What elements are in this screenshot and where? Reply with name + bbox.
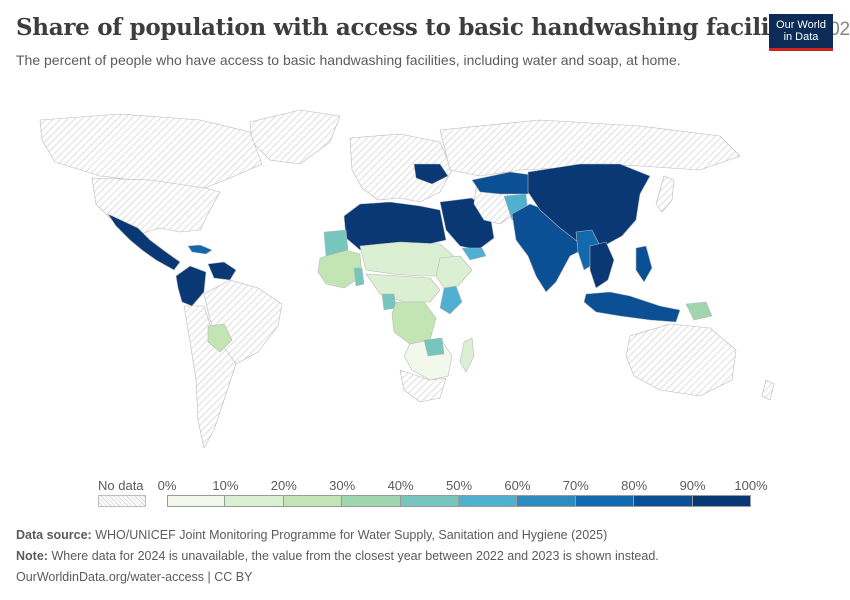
- legend-bin: [692, 495, 751, 507]
- map-region-bolivia[interactable]: [207, 323, 233, 353]
- map-region-ghana[interactable]: [353, 267, 365, 287]
- map-region-thailand-vietnam[interactable]: [589, 241, 615, 289]
- map-region-png[interactable]: [685, 301, 713, 321]
- legend-tick-label: 20%: [270, 478, 297, 493]
- world-map[interactable]: [0, 80, 850, 465]
- data-source: Data source: WHO/UNICEF Joint Monitoring…: [16, 528, 607, 542]
- map-region-china-mongolia[interactable]: [527, 163, 651, 249]
- legend-tick-label: 90%: [679, 478, 706, 493]
- map-region-japan[interactable]: [655, 175, 675, 213]
- map-region-colombia[interactable]: [175, 265, 207, 307]
- legend-bin: [400, 495, 459, 507]
- no-data-label: No data: [98, 478, 144, 493]
- color-legend: No data 0% 10% 20% 30% 40% 50% 60% 70% 80% 90% 100…: [0, 470, 850, 515]
- map-region-europe[interactable]: [349, 133, 453, 203]
- map-region-kenya[interactable]: [439, 285, 463, 315]
- source-label: Data source:: [16, 528, 92, 542]
- legend-bin: [517, 495, 576, 507]
- legend-bin: [459, 495, 518, 507]
- legend-tick-label: 60%: [504, 478, 531, 493]
- legend-bin: [167, 495, 226, 507]
- map-region-west-africa[interactable]: [317, 249, 363, 289]
- map-region-drc[interactable]: [391, 301, 437, 345]
- map-region-usa[interactable]: [91, 177, 221, 235]
- map-region-mauritania[interactable]: [323, 229, 349, 257]
- map-region-peru-chile-argentina[interactable]: [183, 305, 237, 449]
- chart-subtitle: The percent of people who have access to…: [16, 52, 681, 68]
- legend-bin: [634, 495, 693, 507]
- map-region-canada[interactable]: [39, 113, 263, 189]
- map-region-new-zealand[interactable]: [761, 379, 775, 401]
- map-region-russia[interactable]: [439, 119, 741, 177]
- legend-tick-label: 40%: [387, 478, 414, 493]
- map-region-south-africa[interactable]: [399, 369, 447, 403]
- legend-tick-label: 50%: [445, 478, 473, 493]
- map-region-cuba-caribbean[interactable]: [187, 244, 213, 255]
- note-text: Where data for 2024 is unavailable, the …: [51, 549, 659, 563]
- map-region-philippines[interactable]: [635, 245, 653, 283]
- logo-line-1: Our World: [776, 19, 826, 31]
- owid-logo[interactable]: Our World in Data: [769, 14, 833, 51]
- note-label: Note:: [16, 549, 48, 563]
- legend-bin: [575, 495, 635, 507]
- map-region-east-africa[interactable]: [435, 255, 473, 289]
- legend-tick-label: 10%: [212, 478, 239, 493]
- map-region-greenland[interactable]: [249, 109, 341, 165]
- chart-title: Share of population with access to basic…: [16, 14, 850, 41]
- map-region-north-africa[interactable]: [343, 201, 447, 251]
- map-region-yemen[interactable]: [461, 247, 487, 261]
- map-region-ukraine[interactable]: [413, 163, 449, 185]
- legend-tick-label: 100%: [734, 478, 768, 493]
- legend-bin: [283, 495, 343, 507]
- legend-bin: [225, 495, 284, 507]
- legend-tick-label: 70%: [562, 478, 589, 493]
- map-region-indonesia[interactable]: [583, 291, 681, 323]
- source-text: WHO/UNICEF Joint Monitoring Programme fo…: [95, 528, 608, 542]
- map-region-australia[interactable]: [625, 323, 737, 397]
- map-region-mexico-central-america[interactable]: [107, 213, 181, 271]
- legend-tick-label: 0%: [157, 478, 177, 493]
- note: Note: Where data for 2024 is unavailable…: [16, 549, 659, 563]
- map-region-central-africa[interactable]: [365, 273, 441, 303]
- no-data-swatch: [98, 495, 146, 507]
- legend-tick-label: 80%: [621, 478, 648, 493]
- map-region-zambia-zimbabwe[interactable]: [423, 337, 445, 357]
- map-region-madagascar[interactable]: [459, 337, 475, 373]
- logo-line-2: in Data: [783, 31, 819, 43]
- legend-bin: [342, 495, 401, 507]
- source-url[interactable]: OurWorldinData.org/water-access | CC BY: [16, 570, 253, 584]
- map-region-venezuela[interactable]: [207, 261, 237, 281]
- title-text: Share of population with access to basic…: [16, 14, 815, 41]
- legend-tick-label: 30%: [329, 478, 356, 493]
